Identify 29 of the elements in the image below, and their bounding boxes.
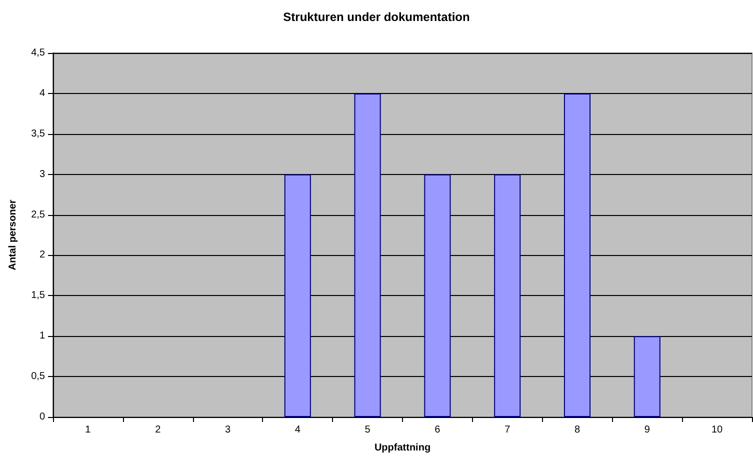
y-tick-label: 1,5 <box>31 290 46 302</box>
chart-title: Strukturen under dokumentation <box>283 10 470 24</box>
x-tick-label: 10 <box>711 424 724 436</box>
bar <box>284 174 311 417</box>
x-tick-label: 2 <box>155 424 162 436</box>
bar <box>564 93 591 417</box>
y-axis-title: Antal personer <box>8 200 18 270</box>
x-axis-title: Uppfattning <box>374 442 431 454</box>
x-tick-label: 8 <box>574 424 580 436</box>
x-tick-label: 5 <box>364 424 371 436</box>
y-tick-label: 4,5 <box>31 48 46 58</box>
bar <box>634 336 660 417</box>
y-tick-label: 2,5 <box>31 209 46 220</box>
x-tick-label: 7 <box>504 424 511 436</box>
y-tick-label: 3,5 <box>31 128 46 140</box>
y-tick-label: 4 <box>39 88 46 99</box>
x-tick-label: 6 <box>434 424 441 436</box>
bar <box>354 93 381 417</box>
y-tick-label: 0,5 <box>31 371 46 382</box>
x-tick-label: 3 <box>224 424 231 436</box>
y-tick-label: 0 <box>39 412 46 422</box>
y-tick-label: 3 <box>39 168 46 180</box>
y-tick-label: 1 <box>39 330 46 342</box>
bar <box>424 174 451 417</box>
y-tick-label: 2 <box>39 250 46 261</box>
x-tick-label: 4 <box>294 424 301 436</box>
x-tick-label: 9 <box>644 424 650 436</box>
x-tick-label: 1 <box>85 424 92 436</box>
bar <box>494 174 521 417</box>
